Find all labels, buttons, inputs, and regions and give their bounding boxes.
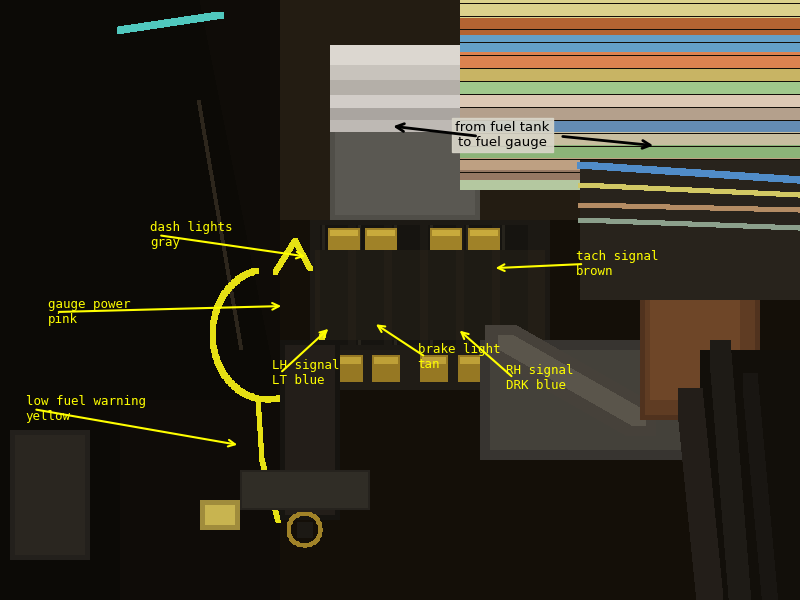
Text: gauge power
pink: gauge power pink	[48, 298, 130, 326]
Text: dash lights
gray: dash lights gray	[150, 221, 233, 249]
Text: brake light
tan: brake light tan	[418, 343, 500, 371]
Text: RH signal
DRK blue: RH signal DRK blue	[506, 364, 573, 392]
Text: from fuel tank
to fuel gauge: from fuel tank to fuel gauge	[455, 121, 550, 149]
Text: LH signal
LT blue: LH signal LT blue	[272, 359, 339, 387]
Text: tach signal
brown: tach signal brown	[576, 250, 658, 278]
Text: low fuel warning
yellow: low fuel warning yellow	[26, 395, 146, 423]
